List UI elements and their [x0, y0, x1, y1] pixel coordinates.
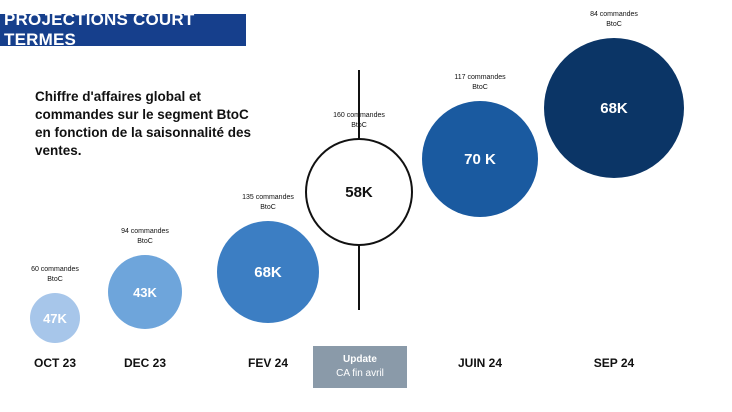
segment-label: BtoC — [351, 122, 367, 129]
update-box-subtitle: CA fin avril — [336, 368, 384, 379]
revenue-label: 47K — [43, 311, 67, 326]
bubble — [544, 38, 684, 178]
page-title: PROJECTIONS COURT TERMES — [4, 10, 195, 49]
revenue-label: 43K — [133, 285, 157, 300]
category-label: FEV 24 — [248, 356, 288, 370]
bubble — [108, 255, 182, 329]
orders-label: 117 commandes — [454, 74, 506, 81]
page-title-badge: PROJECTIONS COURT TERMES — [0, 10, 246, 49]
revenue-label: 70 K — [464, 151, 496, 168]
orders-label: 94 commandes — [121, 228, 169, 235]
revenue-label: 58K — [345, 184, 373, 201]
orders-label: 160 commandes — [333, 112, 385, 119]
category-label: SEP 24 — [594, 356, 635, 370]
bubble — [30, 293, 80, 343]
update-box: Update CA fin avril — [313, 346, 407, 388]
orders-label: 135 commandes — [242, 194, 294, 201]
bubble — [217, 221, 319, 323]
category-label: JUIN 24 — [458, 356, 502, 370]
segment-label: BtoC — [472, 84, 488, 91]
bubble — [422, 101, 538, 217]
segment-label: BtoC — [260, 204, 276, 211]
update-box-title: Update — [343, 354, 377, 365]
category-label: OCT 23 — [34, 356, 76, 370]
revenue-label: 68K — [254, 264, 282, 281]
bubble — [305, 138, 413, 246]
segment-label: BtoC — [137, 238, 153, 245]
segment-label: BtoC — [47, 276, 63, 283]
chart-description: Chiffre d'affaires global et commandes s… — [35, 89, 252, 158]
orders-label: 84 commandes — [590, 11, 638, 18]
category-label: DEC 23 — [124, 356, 166, 370]
revenue-label: 68K — [600, 100, 628, 117]
orders-label: 60 commandes — [31, 266, 79, 273]
segment-label: BtoC — [606, 21, 622, 28]
